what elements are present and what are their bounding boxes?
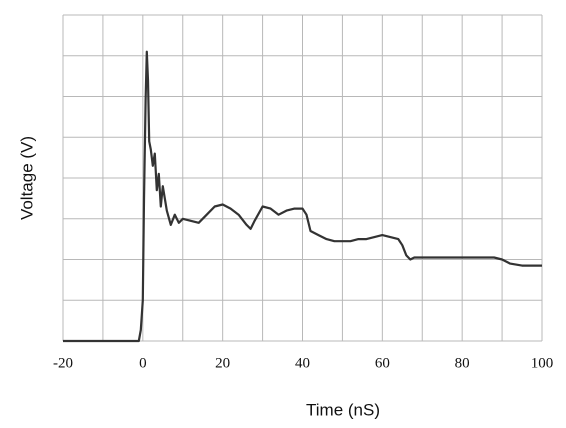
x-tick-label: 0 — [139, 355, 147, 371]
x-tick-label: 80 — [455, 355, 470, 371]
x-tick-label: 100 — [531, 355, 554, 371]
x-tick-label: 20 — [215, 355, 230, 371]
x-tick-label: 60 — [375, 355, 390, 371]
y-axis-label: Voltage (V) — [17, 136, 36, 220]
data-line — [63, 50, 542, 343]
x-tick-label: -20 — [53, 355, 73, 371]
x-tick-label: 40 — [295, 355, 310, 371]
x-axis-label: Time (nS) — [306, 400, 380, 419]
